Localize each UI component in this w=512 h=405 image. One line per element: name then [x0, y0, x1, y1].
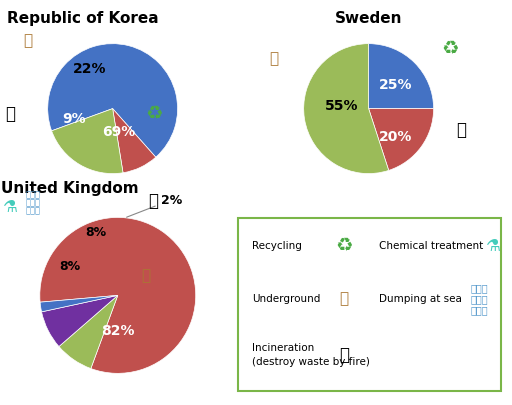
- Text: ⚗: ⚗: [486, 236, 501, 254]
- Text: ♻: ♻: [335, 235, 353, 254]
- Text: ⛏: ⛏: [24, 33, 33, 48]
- Text: 〜〜〜: 〜〜〜: [471, 304, 488, 314]
- Text: 🔧: 🔧: [15, 34, 16, 35]
- Text: 2%: 2%: [126, 194, 182, 217]
- Text: 〜〜〜: 〜〜〜: [471, 283, 488, 293]
- Text: ♻: ♻: [145, 104, 162, 123]
- Wedge shape: [40, 218, 196, 373]
- Text: Underground: Underground: [252, 293, 320, 303]
- Text: 🔥: 🔥: [148, 192, 159, 209]
- Text: 〜〜〜: 〜〜〜: [26, 198, 41, 207]
- Wedge shape: [113, 109, 156, 173]
- Text: 69%: 69%: [102, 125, 136, 139]
- Text: 82%: 82%: [101, 324, 135, 338]
- Text: 🔥: 🔥: [339, 345, 349, 362]
- Text: 🔥: 🔥: [456, 121, 466, 139]
- Text: ⛏: ⛏: [269, 51, 279, 66]
- Text: Dumping at sea: Dumping at sea: [379, 293, 462, 303]
- Text: 〜〜〜: 〜〜〜: [26, 206, 41, 215]
- Text: 55%: 55%: [325, 99, 358, 113]
- Text: 8%: 8%: [59, 260, 80, 273]
- Text: 22%: 22%: [73, 62, 106, 76]
- Text: ⚗: ⚗: [3, 198, 18, 215]
- Text: Chemical treatment: Chemical treatment: [379, 240, 484, 250]
- Text: ♻: ♻: [442, 39, 459, 58]
- FancyBboxPatch shape: [238, 218, 501, 391]
- Wedge shape: [48, 45, 178, 158]
- Text: 9%: 9%: [62, 112, 86, 126]
- Wedge shape: [369, 109, 434, 171]
- Text: ⛏: ⛏: [141, 268, 151, 283]
- Wedge shape: [41, 296, 118, 347]
- Wedge shape: [304, 45, 389, 174]
- Text: 20%: 20%: [379, 130, 413, 143]
- Text: United Kingdom: United Kingdom: [1, 181, 138, 196]
- Wedge shape: [52, 109, 123, 174]
- Wedge shape: [59, 296, 118, 369]
- Text: Recycling: Recycling: [252, 240, 302, 250]
- Text: 8%: 8%: [86, 226, 106, 239]
- Wedge shape: [369, 45, 434, 109]
- Text: 〜〜〜: 〜〜〜: [26, 190, 41, 199]
- Text: Republic of Korea: Republic of Korea: [7, 11, 159, 26]
- Text: 〜〜〜: 〜〜〜: [471, 293, 488, 303]
- Text: ⛏: ⛏: [339, 291, 349, 306]
- Text: 🔥: 🔥: [5, 104, 15, 122]
- Wedge shape: [40, 296, 118, 312]
- Text: 25%: 25%: [379, 78, 413, 92]
- Title: Sweden: Sweden: [335, 11, 402, 26]
- Text: Incineration
(destroy waste by fire): Incineration (destroy waste by fire): [252, 342, 370, 366]
